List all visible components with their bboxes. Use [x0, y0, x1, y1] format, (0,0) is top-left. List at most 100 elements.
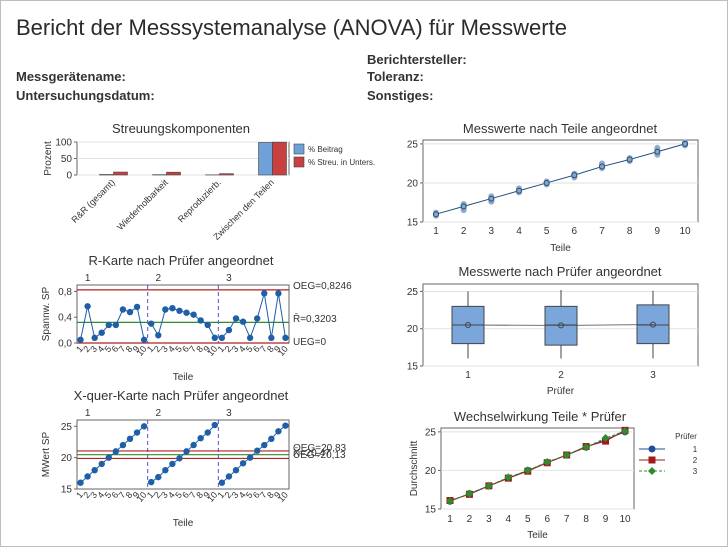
- xbar-x-tick-label: 1: [74, 490, 85, 500]
- interaction-x-tick-label: 1: [447, 514, 453, 525]
- rchart-x-tick-label: 4: [237, 344, 248, 354]
- parts-x-tick-label: 9: [655, 226, 661, 237]
- interaction-legend-marker: [648, 456, 656, 464]
- operators-x-tick-label: 2: [558, 370, 564, 381]
- interaction-point-op3: [601, 434, 610, 443]
- interaction-y-tick-label: 25: [425, 427, 437, 438]
- rchart-x-tick-label: 6: [251, 344, 262, 354]
- rchart-point: [91, 334, 98, 342]
- xbar-x-tick-label: 1: [216, 490, 227, 500]
- xbar-point: [282, 422, 289, 429]
- interaction-x-tick-label: 9: [603, 514, 609, 525]
- xbar-x-tick-label: 6: [251, 490, 262, 500]
- components-bar: [272, 141, 287, 176]
- gauge-name-label: Messgerätename:: [16, 69, 126, 84]
- xbar-point: [169, 460, 176, 468]
- interaction-point-op3: [484, 481, 493, 490]
- components-y-tick-label: 0: [66, 171, 72, 182]
- rchart-x-tick-label: 7: [117, 344, 128, 354]
- rchart-x-tick-label: 3: [159, 344, 170, 354]
- xbar-x-tick-label: 7: [187, 490, 198, 500]
- rchart-y-tick-label: 0,4: [58, 313, 72, 324]
- parts-mean-marker: [599, 163, 605, 170]
- components-chart-title: Streuungskomponenten: [112, 121, 250, 136]
- parts-mean-marker: [488, 195, 495, 202]
- rchart-x-tick-label: 1: [145, 344, 156, 354]
- xbar-point: [190, 441, 197, 449]
- operators-box: [636, 304, 670, 345]
- xbar-x-tick-label: 5: [244, 490, 255, 500]
- parts-mean-marker: [626, 156, 633, 163]
- xbar-x-tick-label: 10: [276, 490, 290, 504]
- parts-point: [543, 178, 550, 185]
- rchart-x-tick-label: 3: [88, 344, 99, 354]
- parts-x-label: Teile: [550, 243, 571, 254]
- interaction-x-tick-label: 10: [619, 514, 631, 525]
- xbar-center-label: X̄=20,47: [293, 446, 331, 459]
- xbar-point: [239, 460, 247, 467]
- interaction-point-op3: [465, 489, 474, 498]
- rchart-operator-label: 2: [155, 273, 161, 284]
- xbar-x-tick-label: 8: [194, 490, 205, 500]
- rchart-point: [98, 329, 105, 336]
- rchart-plot-area: [76, 284, 290, 344]
- xbar-x-tick-label: 6: [110, 490, 121, 500]
- components-category-label: Reproduzierb.: [176, 177, 223, 224]
- xbar-point: [176, 455, 183, 462]
- interaction-point-op3: [543, 457, 552, 466]
- components-bar: [219, 173, 234, 176]
- interaction-x-tick-label: 3: [486, 514, 492, 525]
- operators-y-tick-label: 15: [407, 362, 419, 373]
- rchart-series-line: [80, 306, 145, 340]
- legend-label-study-var: % Streu. in Unters.: [308, 158, 375, 167]
- components-y-tick-label: 100: [55, 138, 72, 149]
- rchart-point: [176, 307, 183, 314]
- xbar-point: [183, 448, 190, 455]
- rchart-point: [169, 305, 176, 312]
- parts-mean-marker: [654, 148, 661, 155]
- rchart-x-tick-label: 2: [223, 344, 234, 354]
- rchart-point: [218, 334, 226, 342]
- rchart-series-line: [221, 293, 286, 340]
- rchart-x-tick-label: 4: [166, 344, 177, 354]
- rchart-point: [126, 308, 134, 316]
- xbar-point: [105, 454, 113, 461]
- interaction-x-tick-label: 4: [506, 514, 512, 525]
- rchart-x-tick-label: 7: [187, 344, 198, 354]
- rchart-operator-label: 1: [85, 273, 91, 284]
- xbar-point: [119, 441, 127, 449]
- rchart-x-tick-label: 5: [102, 344, 113, 354]
- rchart-x-tick-label: 10: [205, 344, 219, 358]
- interaction-y-label: Durchschnitt: [409, 440, 420, 496]
- xbar-x-tick-label: 9: [131, 490, 142, 500]
- rchart-point: [268, 334, 275, 342]
- interaction-point-op3: [582, 443, 591, 452]
- rchart-operator-label: 3: [226, 273, 232, 284]
- parts-chart-title: Messwerte nach Teile angeordnet: [463, 121, 658, 136]
- rchart-point: [190, 311, 197, 318]
- parts-mean-marker: [571, 172, 578, 179]
- operators-y-tick-label: 25: [407, 287, 419, 298]
- interaction-point-op3: [621, 427, 629, 436]
- interaction-x-tick-label: 2: [467, 514, 473, 525]
- parts-mean-marker: [433, 211, 439, 218]
- rchart-point: [246, 334, 254, 342]
- xbar-y-tick-label: 15: [61, 485, 73, 496]
- rchart-point: [232, 315, 240, 322]
- rchart-ucl-label: OEG=0,8246: [293, 281, 352, 292]
- rchart-x-tick-label: 2: [152, 344, 163, 354]
- rchart-point: [254, 315, 261, 322]
- tolerance-label: Toleranz:: [367, 69, 424, 84]
- xbar-point: [126, 435, 134, 443]
- rchart-x-tick-label: 2: [81, 344, 92, 354]
- parts-x-tick-label: 1: [433, 226, 439, 237]
- xbar-point: [218, 479, 226, 486]
- parts-mean-marker: [516, 187, 522, 194]
- operators-chart-title: Messwerte nach Prüfer angeordnet: [458, 264, 661, 279]
- xbar-x-tick-label: 10: [205, 490, 219, 504]
- parts-x-tick-label: 6: [572, 226, 578, 237]
- xbar-point: [77, 479, 84, 486]
- xbar-x-tick-label: 10: [135, 490, 149, 504]
- rchart-x-tick-label: 1: [74, 344, 85, 354]
